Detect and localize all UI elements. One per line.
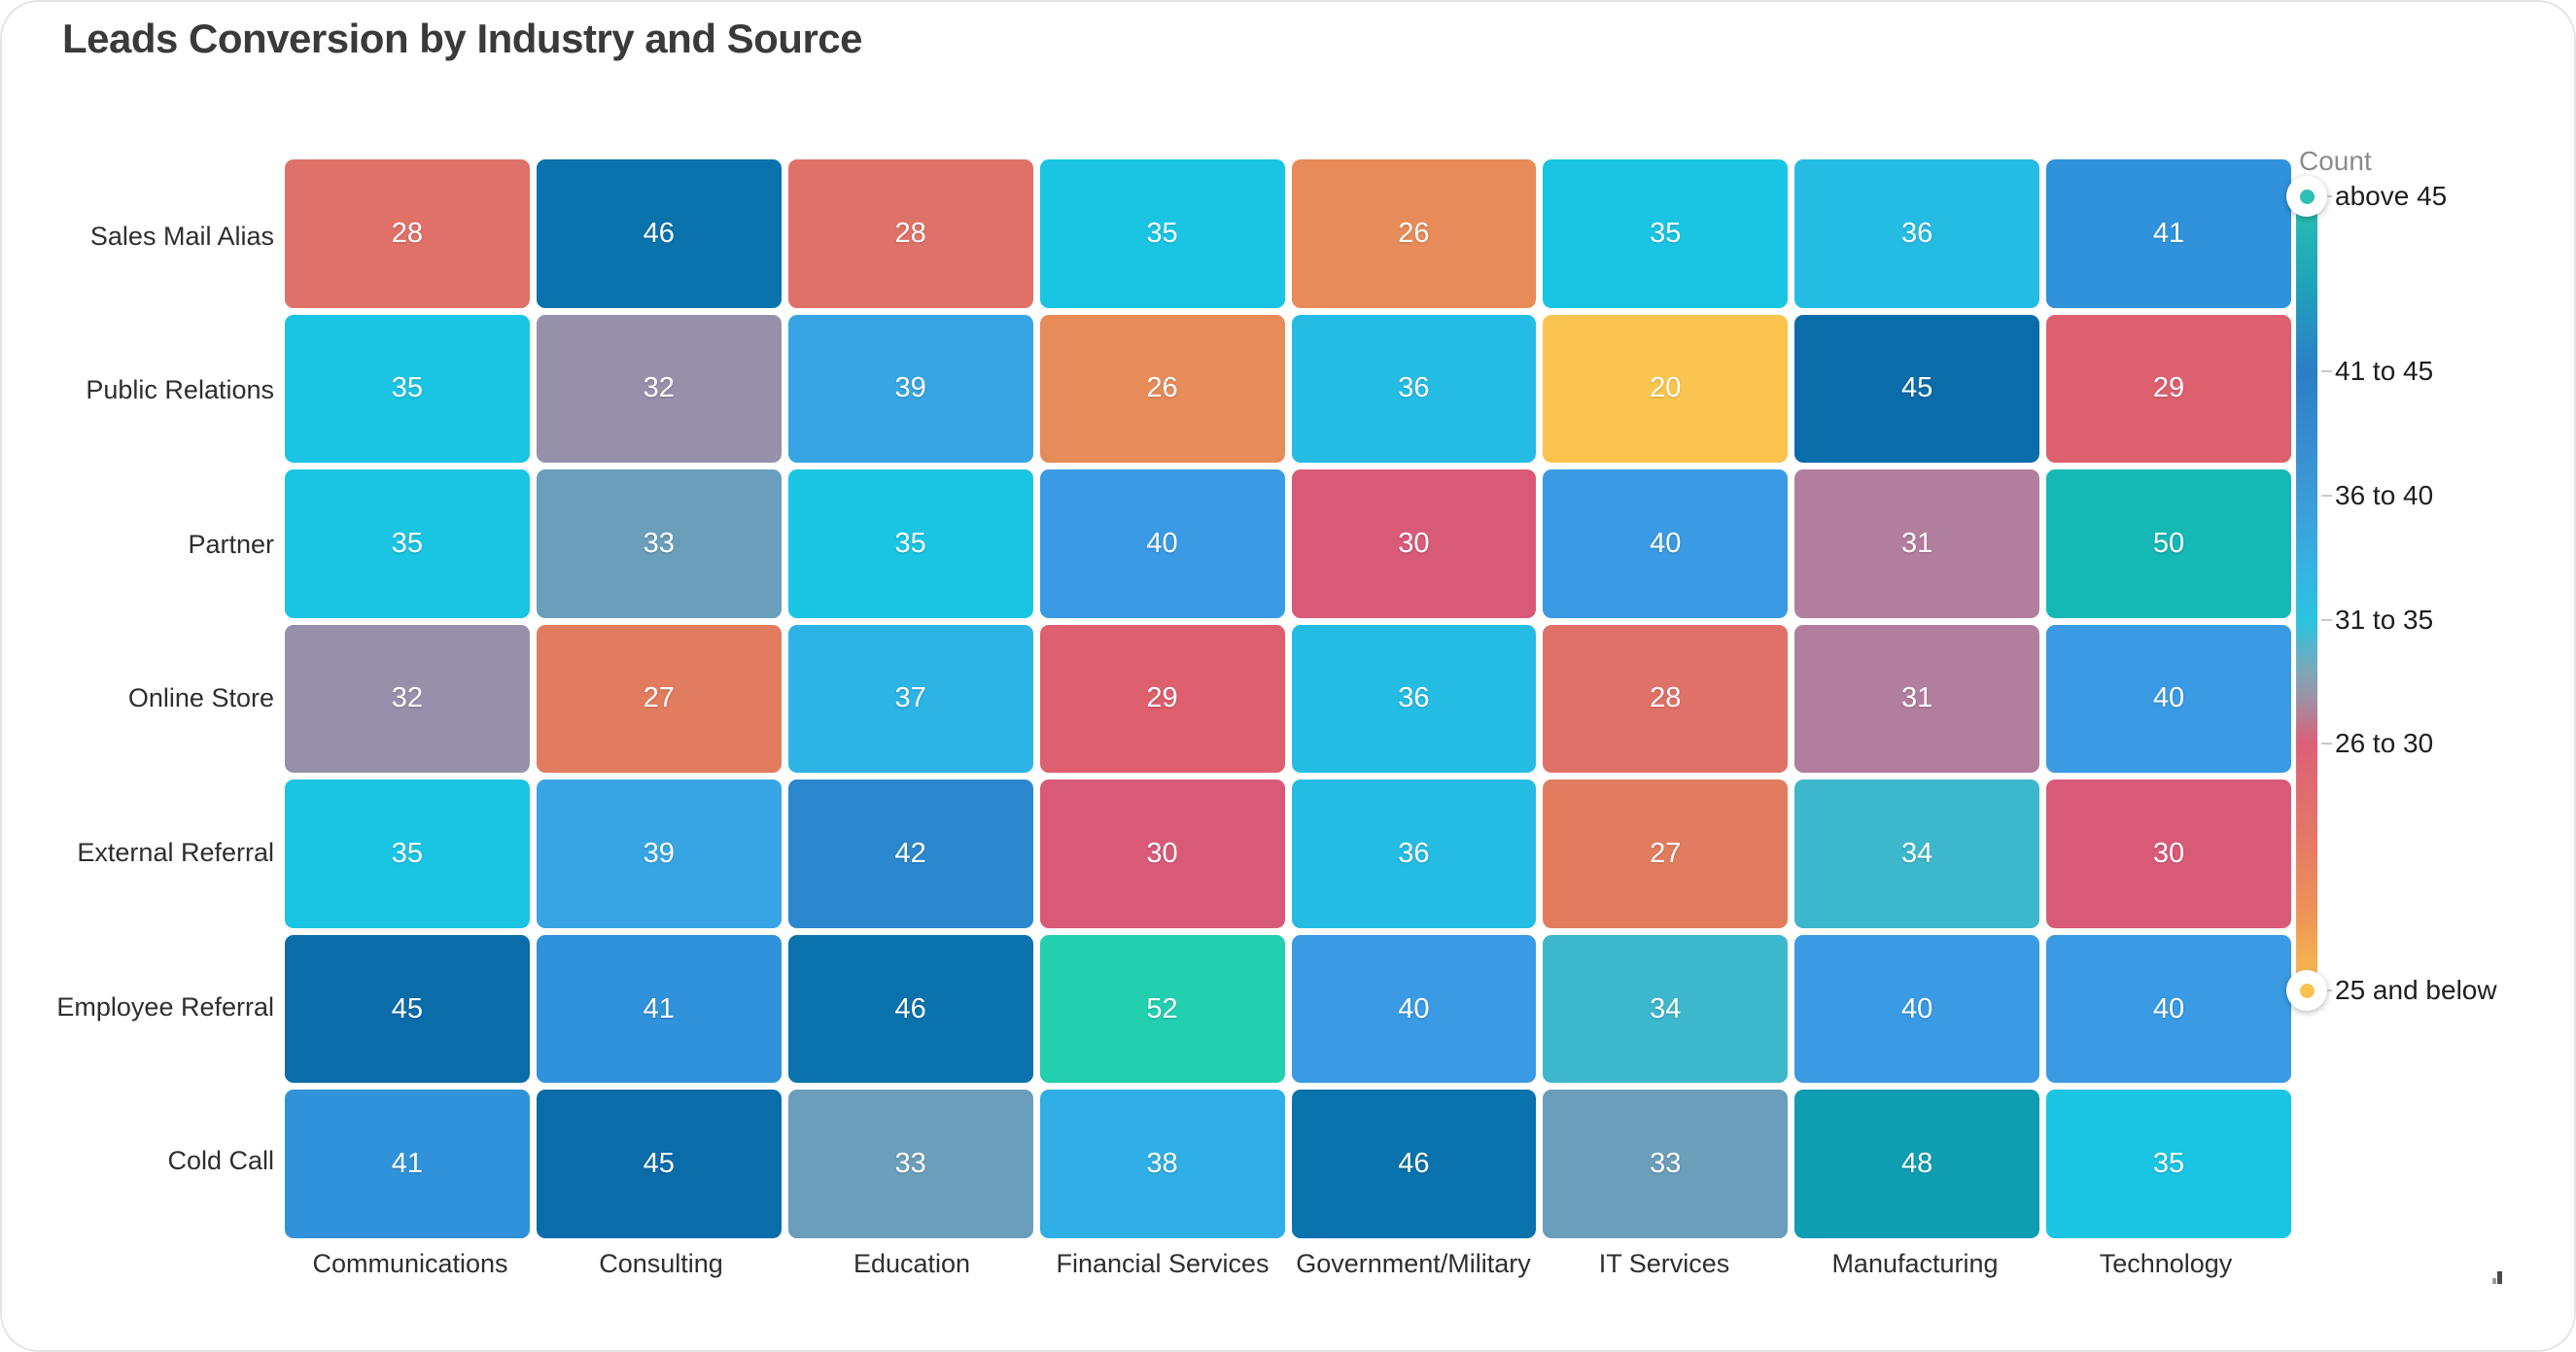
heatmap-cell[interactable]: 37 (787, 624, 1033, 774)
heatmap-cell[interactable]: 34 (1543, 934, 1789, 1084)
x-axis-label: Education (853, 1249, 971, 1278)
heatmap-cell[interactable]: 50 (2046, 469, 2291, 618)
heatmap-cell[interactable]: 35 (285, 780, 530, 928)
legend-tick-dash (2321, 369, 2332, 372)
heatmap-cell[interactable]: 46 (536, 159, 782, 308)
legend: Count above 45 41 to 45 36 to 40 31 to 35 26… (2286, 138, 2574, 1061)
x-axis-label: Technology (2099, 1249, 2233, 1278)
legend-tick-dash (2321, 495, 2332, 497)
heatmap-cell[interactable]: 35 (1543, 159, 1789, 308)
x-axis-labels: Communications Consulting Education Financi… (285, 1249, 2291, 1292)
x-axis-label: Manufacturing (1831, 1249, 1999, 1278)
legend-tick-dash (2321, 619, 2332, 622)
heatmap-cell[interactable]: 40 (1543, 469, 1789, 618)
legend-bottom-handle-dot (2299, 983, 2315, 998)
y-axis-label: External Referral (77, 838, 274, 868)
legend-tick-label: 26 to 30 (2335, 727, 2434, 758)
heatmap-cell[interactable]: 38 (1039, 1090, 1285, 1238)
heatmap-cell[interactable]: 30 (2046, 780, 2291, 928)
heatmap-cell[interactable]: 35 (2046, 1090, 2291, 1238)
heatmap-cell[interactable]: 27 (536, 624, 782, 774)
heatmap-cell[interactable]: 35 (1039, 159, 1285, 308)
heatmap-cell[interactable]: 36 (1291, 624, 1537, 774)
heatmap-cell[interactable]: 33 (536, 469, 782, 618)
heatmap-cell[interactable]: 46 (1291, 1090, 1537, 1238)
heatmap-cell[interactable]: 40 (1291, 934, 1537, 1084)
heatmap-cell[interactable]: 29 (2046, 314, 2291, 464)
heatmap-cell[interactable]: 28 (285, 159, 530, 308)
y-axis-label: Online Store (127, 683, 274, 713)
chart-title: Leads Conversion by Industry and Source (62, 16, 863, 61)
heatmap-cell[interactable]: 27 (1543, 780, 1789, 928)
heatmap-cell[interactable]: 26 (1291, 159, 1537, 308)
heatmap-cell[interactable]: 34 (1794, 780, 2040, 928)
heatmap-cell[interactable]: 30 (1291, 469, 1537, 618)
y-axis-label: Employee Referral (56, 991, 274, 1022)
heatmap-cell[interactable]: 39 (787, 314, 1033, 464)
heatmap-cell[interactable]: 28 (787, 159, 1033, 308)
heatmap-cell[interactable]: 40 (1794, 934, 2040, 1084)
heatmap-cell[interactable]: 36 (1291, 314, 1537, 464)
mini-bars-icon (2492, 1271, 2502, 1284)
heatmap-cell[interactable]: 45 (536, 1090, 782, 1238)
heatmap-cell[interactable]: 36 (1291, 780, 1537, 928)
legend-top-handle-dot (2299, 189, 2315, 204)
heatmap-cell[interactable]: 33 (787, 1090, 1033, 1238)
legend-gradient-bar[interactable] (2296, 196, 2317, 990)
heatmap-cell[interactable]: 41 (285, 1090, 530, 1238)
heatmap-cell[interactable]: 35 (285, 314, 530, 464)
heatmap-grid: 28 46 28 35 26 35 36 41 35 32 39 26 36 20 45 29 35 33 35 40… (285, 159, 2291, 1238)
heatmap-cell[interactable]: 42 (787, 780, 1033, 928)
y-axis-label: Cold Call (167, 1146, 274, 1176)
heatmap-cell[interactable]: 26 (1039, 314, 1285, 464)
heatmap-cell[interactable]: 40 (2046, 934, 2291, 1084)
heatmap-cell[interactable]: 33 (1543, 1090, 1789, 1238)
heatmap-cell[interactable]: 40 (2046, 624, 2291, 774)
x-axis-label: IT Services (1598, 1249, 1730, 1278)
x-axis-label: Communications (312, 1249, 508, 1278)
legend-tick-dash (2321, 742, 2332, 745)
heatmap-cell[interactable]: 48 (1794, 1090, 2040, 1238)
heatmap-cell[interactable]: 52 (1039, 934, 1285, 1084)
legend-top-range-handle[interactable] (2286, 176, 2327, 217)
y-axis-label: Partner (188, 529, 274, 559)
heatmap-cell[interactable]: 20 (1543, 314, 1789, 464)
y-axis-labels: Sales Mail Alias Public Relations Partner O… (2, 159, 274, 1238)
heatmap-cell[interactable]: 46 (787, 934, 1033, 1084)
x-axis-label: Financial Services (1056, 1249, 1270, 1278)
heatmap-cell[interactable]: 45 (285, 934, 530, 1084)
legend-tick-label: 41 to 45 (2335, 355, 2434, 386)
heatmap-cell[interactable]: 32 (536, 314, 782, 464)
heatmap-cell[interactable]: 28 (1543, 624, 1789, 774)
heatmap-cell[interactable]: 29 (1039, 624, 1285, 774)
heatmap-cell[interactable]: 39 (536, 780, 782, 928)
heatmap-cell[interactable]: 41 (536, 934, 782, 1084)
heatmap-cell[interactable]: 41 (2046, 159, 2291, 308)
legend-title: Count (2299, 146, 2372, 176)
legend-tick-label: above 45 (2335, 181, 2448, 211)
heatmap-cell[interactable]: 30 (1039, 780, 1285, 928)
x-axis-label: Government/Military (1296, 1249, 1531, 1278)
y-axis-label: Public Relations (86, 375, 274, 405)
x-axis-label: Consulting (599, 1249, 723, 1278)
legend-tick-label: 25 and below (2335, 975, 2497, 1005)
heatmap-cell[interactable]: 31 (1794, 469, 2040, 618)
heatmap-cell[interactable]: 32 (285, 624, 530, 774)
legend-bottom-range-handle[interactable] (2286, 970, 2327, 1011)
legend-tick-label: 31 to 35 (2335, 605, 2434, 636)
heatmap-cell[interactable]: 35 (285, 469, 530, 618)
y-axis-label: Sales Mail Alias (89, 221, 274, 251)
heatmap-cell[interactable]: 45 (1794, 314, 2040, 464)
heatmap-cell[interactable]: 31 (1794, 624, 2040, 774)
heatmap-cell[interactable]: 35 (787, 469, 1033, 618)
legend-tick-label: 36 to 40 (2335, 480, 2434, 510)
resize-handle-icon[interactable] (2490, 1269, 2506, 1287)
heatmap-cell[interactable]: 36 (1794, 159, 2040, 308)
heatmap-cell[interactable]: 40 (1039, 469, 1285, 618)
